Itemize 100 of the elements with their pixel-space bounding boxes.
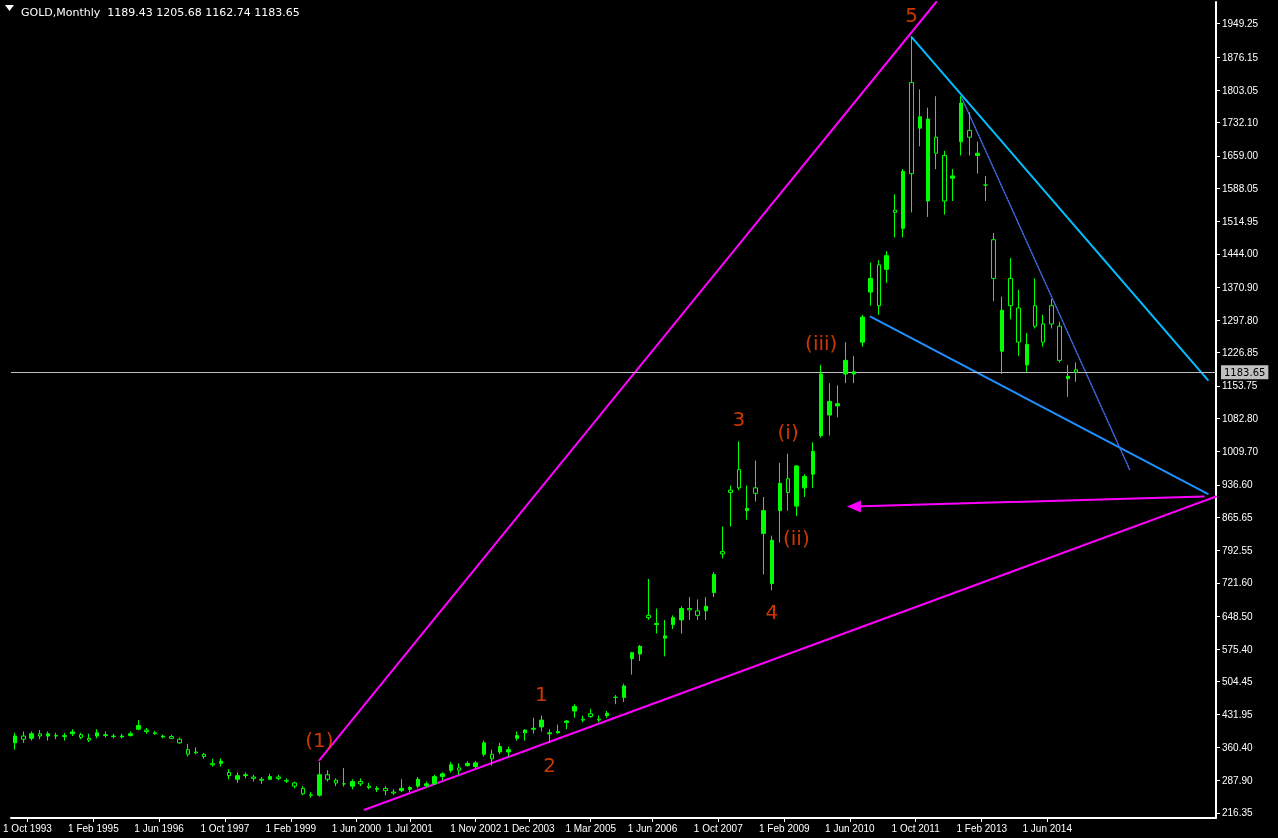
candlestick — [292, 781, 297, 789]
y-tick-label: 575.40 — [1222, 643, 1254, 655]
candlestick — [21, 730, 26, 744]
candlestick — [103, 730, 108, 738]
candlestick — [934, 95, 938, 170]
candlestick — [852, 355, 856, 384]
y-tick-label: 1153.75 — [1222, 380, 1258, 392]
candlestick — [284, 777, 289, 784]
x-tick-label: 1 Jun 2000 — [331, 822, 382, 834]
candlestick — [506, 746, 511, 758]
candlestick — [473, 760, 478, 769]
candlestick — [581, 715, 585, 723]
y-tick-label: 1588.05 — [1222, 182, 1259, 194]
candlestick — [194, 746, 198, 755]
y-tick-label: 504.45 — [1222, 676, 1254, 688]
candlestick — [679, 605, 684, 635]
candlestick — [695, 598, 700, 621]
candlestick — [79, 732, 83, 740]
candlestick — [177, 736, 182, 745]
candlestick — [457, 762, 461, 776]
candlestick — [671, 614, 675, 630]
candlestick — [13, 732, 17, 751]
candlestick — [358, 777, 363, 787]
candlestick — [259, 776, 264, 785]
candlestick — [268, 773, 272, 781]
x-tick-label: 1 Jul 2001 — [386, 822, 434, 834]
candlestick — [539, 715, 544, 732]
candlestick — [62, 732, 67, 742]
candlestick — [778, 462, 782, 544]
annotation: (ii) — [783, 526, 810, 551]
candlestick — [432, 774, 437, 786]
candlestick — [408, 785, 412, 793]
candlestick — [794, 464, 799, 517]
candlestick — [1049, 298, 1054, 329]
candlestick — [424, 781, 429, 788]
candlestick — [334, 777, 338, 787]
candlestick — [202, 752, 206, 760]
candlestick — [227, 768, 231, 780]
candlestick — [1000, 296, 1004, 375]
candlestick — [309, 791, 313, 799]
x-tick-label: 1 Feb 1995 — [68, 822, 120, 834]
candlestick — [983, 175, 988, 202]
x-tick-label: 1 Oct 2007 — [693, 822, 744, 834]
y-tick-label: 1226.85 — [1222, 347, 1259, 359]
candlestick — [770, 535, 774, 591]
candlestick — [350, 778, 355, 790]
candlestick — [901, 168, 905, 238]
annotation: 5 — [905, 3, 918, 28]
candlestick — [720, 526, 725, 559]
candlestick — [317, 761, 322, 798]
annotation: 1 — [535, 681, 548, 706]
candlestick — [210, 758, 215, 768]
candlestick — [482, 740, 486, 758]
x-tick-label: 1 Oct 1997 — [200, 822, 250, 834]
y-tick-label: 936.60 — [1222, 479, 1254, 491]
candlestick — [301, 785, 305, 796]
ref-line-label: 1183.65 — [1224, 366, 1266, 378]
candlestick — [1074, 361, 1078, 383]
candlestick — [383, 785, 388, 796]
candlestick — [868, 261, 873, 307]
candlestick — [38, 729, 42, 740]
candlestick — [761, 496, 766, 575]
y-tick-label: 1370.90 — [1222, 281, 1259, 293]
annotation: (i) — [777, 419, 799, 444]
y-tick-label: 865.65 — [1222, 511, 1254, 523]
x-tick-label: 1 Jun 2014 — [1022, 822, 1073, 834]
x-tick-label: 1 Mar 2005 — [565, 822, 617, 834]
y-tick-label: 216.35 — [1222, 807, 1254, 819]
candlestick — [819, 364, 823, 439]
candlestick — [893, 193, 897, 238]
candlestick — [909, 36, 914, 213]
y-tick-label: 431.95 — [1222, 709, 1254, 721]
candlestick — [531, 717, 536, 735]
x-tick-label: 1 Feb 2009 — [759, 822, 811, 834]
candlestick — [835, 384, 840, 418]
y-tick-label: 1876.15 — [1222, 51, 1259, 63]
candlestick — [967, 111, 972, 156]
y-tick-label: 721.60 — [1222, 577, 1254, 589]
candlestick — [95, 728, 99, 739]
candlestick — [646, 578, 651, 621]
candlestick — [654, 608, 659, 635]
candlestick — [843, 341, 848, 384]
candlestick — [243, 771, 248, 779]
candlestick — [942, 150, 947, 216]
candlestick — [128, 730, 133, 737]
candlestick — [622, 683, 626, 703]
candlestick — [490, 749, 494, 767]
y-tick-label: 792.55 — [1222, 544, 1254, 556]
candlestick — [1057, 321, 1062, 364]
candlestick — [811, 441, 815, 489]
candlestick — [375, 785, 379, 793]
annotation: (iii) — [805, 330, 838, 355]
candlestick — [29, 730, 34, 742]
candlestick — [136, 719, 141, 731]
candlestick — [918, 88, 922, 147]
candlestick — [605, 710, 609, 719]
candlestick — [219, 757, 223, 768]
candlestick — [325, 769, 330, 783]
candlestick — [1066, 364, 1070, 398]
candlestick — [884, 250, 889, 284]
